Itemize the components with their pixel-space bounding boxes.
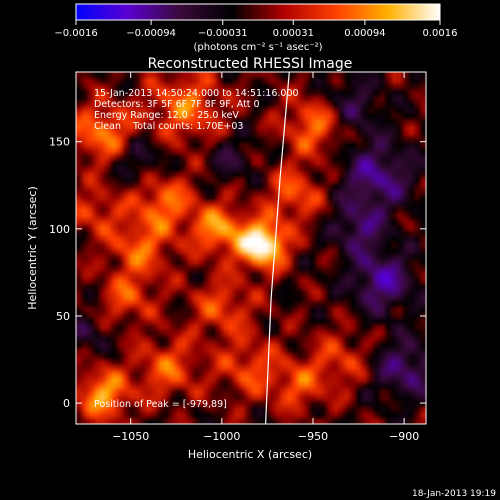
x-axis-label: Heliocentric X (arcsec) xyxy=(188,448,312,461)
chart-title: Reconstructed RHESSI Image xyxy=(148,56,353,72)
colorbar-unit-label: (photons cm⁻² s⁻¹ asec⁻²) xyxy=(193,42,322,53)
colorbar: −0.0016 −0.00094 −0.00031 0.00031 0.00094 0.0… xyxy=(54,3,458,53)
y-tick-label: 100 xyxy=(49,223,70,236)
y-axis-label: Heliocentric Y (arcsec) xyxy=(26,186,39,310)
annotation-detectors: Detectors: 3F 5F 6F 7F 8F 9F, Att 0 xyxy=(94,99,260,110)
y-tick-label: 50 xyxy=(56,310,70,323)
annotation-energy-range: Energy Range: 12.0 - 25.0 keV xyxy=(94,110,239,121)
y-axis-ticks: 0 50 100 150 xyxy=(49,136,426,410)
colorbar-tick-label: −0.00094 xyxy=(126,28,176,39)
annotation-time-range: 15-Jan-2013 14:50:24.000 to 14:51:16.000 xyxy=(94,88,299,99)
colorbar-tick-label: 0.00094 xyxy=(344,28,385,39)
y-tick-label: 150 xyxy=(49,136,70,149)
colorbar-gradient xyxy=(75,3,441,21)
x-tick-label: −1000 xyxy=(203,430,240,443)
colorbar-tick-label: 0.0016 xyxy=(423,28,458,39)
heatmap-image xyxy=(76,72,426,424)
plot-frame xyxy=(75,71,427,425)
x-tick-label: −950 xyxy=(298,430,328,443)
x-tick-label: −900 xyxy=(389,430,419,443)
annotation-block: 15-Jan-2013 14:50:24.000 to 14:51:16.000… xyxy=(94,88,299,132)
colorbar-tick-label: 0.00031 xyxy=(273,28,314,39)
plot-area: −1050 −1000 −950 −900 0 50 100 150 xyxy=(49,71,427,443)
colorbar-ticks: −0.0016 −0.00094 −0.00031 0.00031 0.00094 0.0… xyxy=(54,20,458,39)
x-tick-label: −1050 xyxy=(112,430,149,443)
colorbar-tick-label: −0.0016 xyxy=(54,28,97,39)
peak-position-label: Position of Peak = [-979,89] xyxy=(94,399,227,410)
colorbar-tick-label: −0.00031 xyxy=(198,28,248,39)
y-tick-label: 0 xyxy=(63,397,70,410)
footer-date: 18-Jan-2013 19:19 xyxy=(412,489,496,499)
annotation-clean-counts: Clean Total counts: 1.70E+03 xyxy=(94,121,243,132)
solar-limb-line xyxy=(265,71,290,425)
x-axis-ticks: −1050 −1000 −950 −900 xyxy=(112,72,419,443)
